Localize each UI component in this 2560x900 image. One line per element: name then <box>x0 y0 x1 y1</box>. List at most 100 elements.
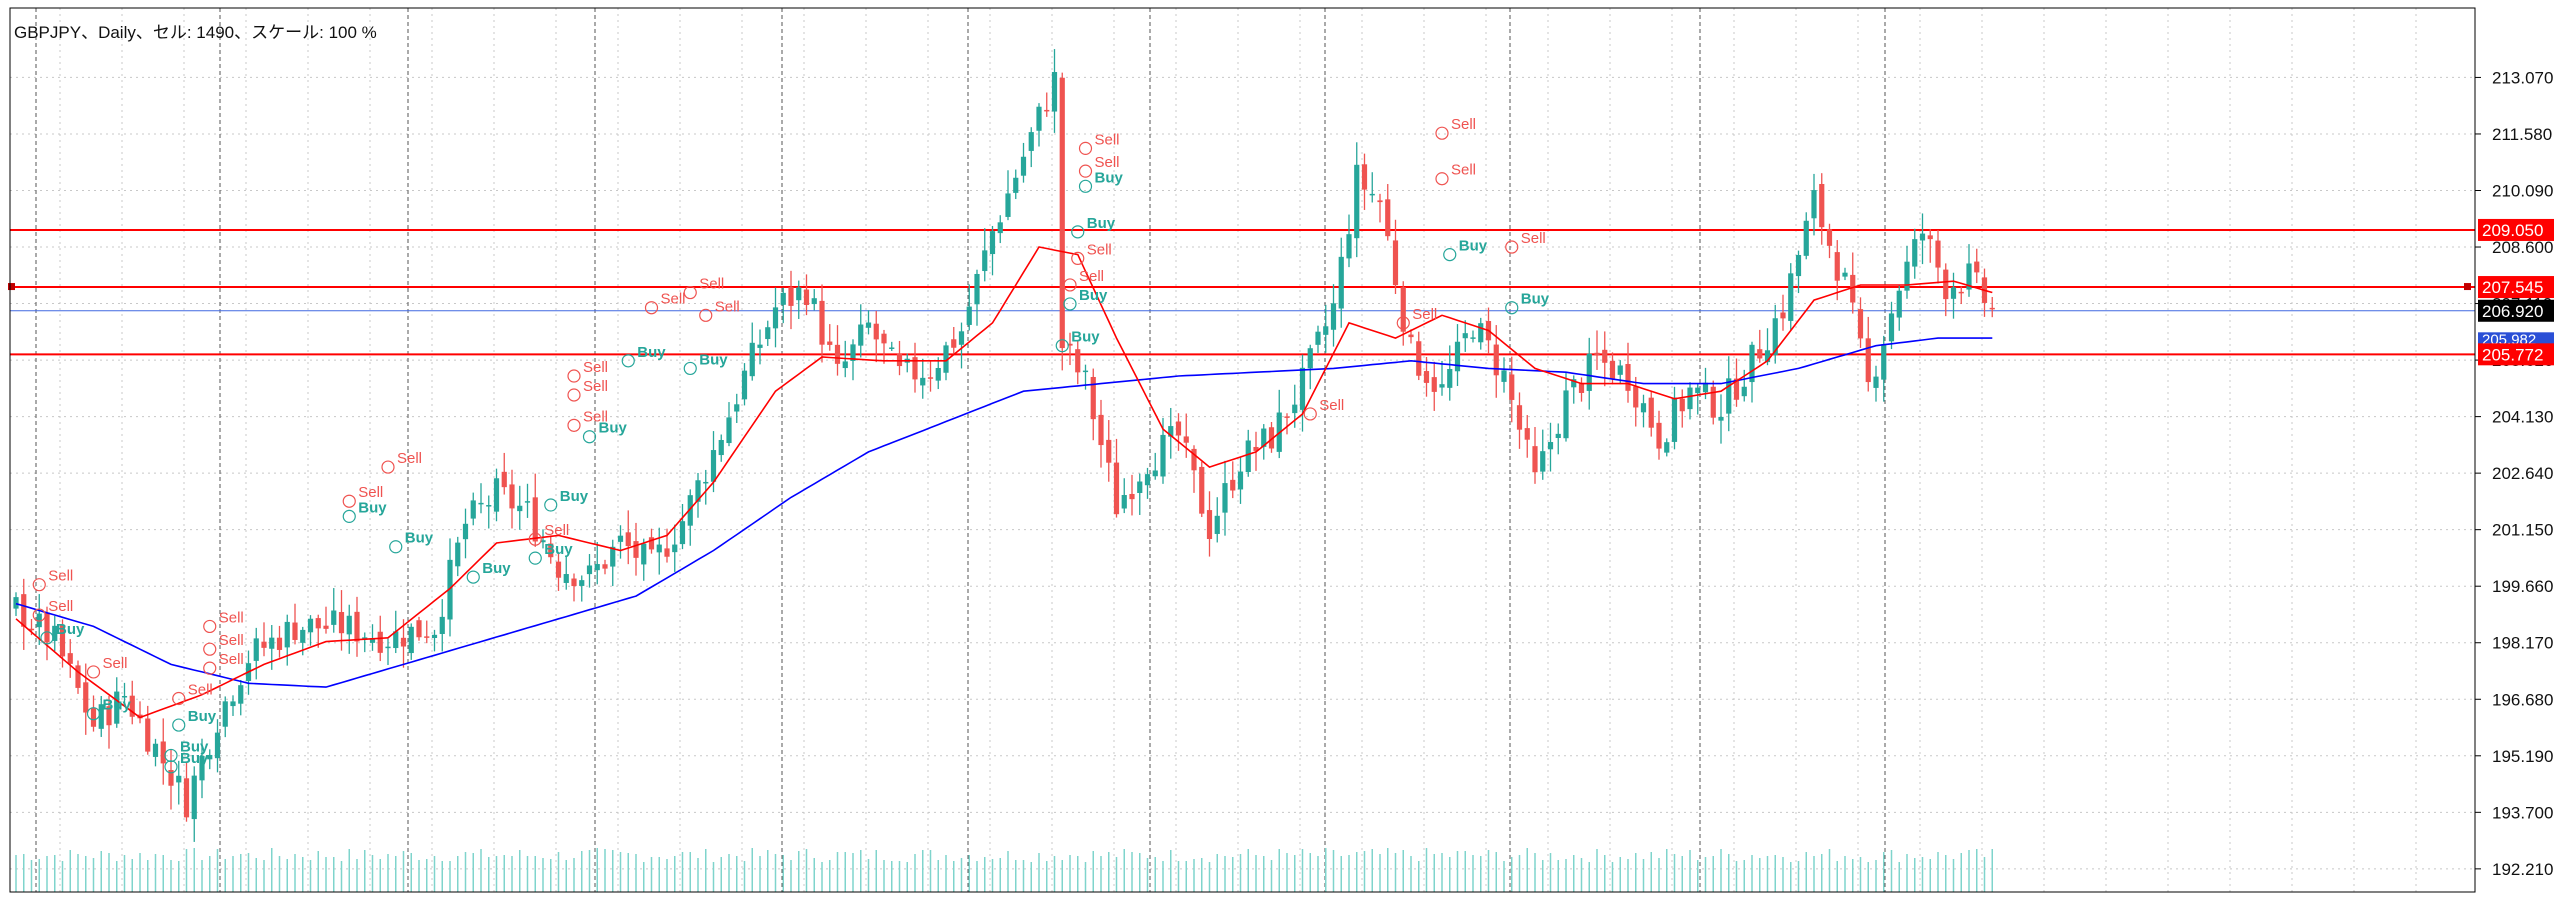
candle <box>1656 410 1662 460</box>
candle <box>1462 320 1468 352</box>
candle-body <box>431 634 438 638</box>
candle-body <box>1509 374 1515 400</box>
candle-body <box>594 564 600 571</box>
candle-body <box>858 324 864 346</box>
candle-body <box>974 273 980 305</box>
candle-body <box>486 505 492 507</box>
candle <box>586 554 593 588</box>
plot-frame <box>9 7 2476 893</box>
candle-body <box>757 344 763 348</box>
candle <box>602 559 608 575</box>
candle-body <box>1896 290 1902 318</box>
buy-signal-circle <box>172 718 186 732</box>
candle-body <box>1385 199 1391 237</box>
candle <box>1044 92 1050 117</box>
candle-body <box>881 333 887 344</box>
candle-body <box>1268 427 1275 449</box>
candle-body <box>1168 426 1174 437</box>
level-tag-text: 205.772 <box>2482 345 2543 364</box>
candle-body <box>1346 234 1352 259</box>
sell-signal-label: Sell <box>397 450 422 467</box>
candle <box>52 615 58 651</box>
candle-body <box>1795 254 1802 277</box>
candle <box>873 310 879 363</box>
candle-body <box>346 615 352 635</box>
sell-signal-label: Sell <box>1319 397 1344 414</box>
buy-signal-label: Buy <box>599 420 628 437</box>
candle <box>989 225 996 276</box>
candle <box>1439 360 1445 396</box>
sell-signal-circle <box>567 369 581 383</box>
candle-body <box>183 778 190 818</box>
candle <box>982 228 988 282</box>
candle <box>1323 304 1329 353</box>
candle <box>346 604 352 654</box>
candle-body <box>1695 387 1701 394</box>
candle-body <box>106 706 112 726</box>
candle-body <box>424 636 430 638</box>
candle-body <box>610 546 616 567</box>
candle <box>1214 497 1220 543</box>
candle <box>1664 438 1670 457</box>
candle <box>1943 263 1949 317</box>
candle-body <box>1423 371 1430 383</box>
candle-body <box>1121 495 1127 509</box>
candle <box>44 606 50 661</box>
candle-body <box>718 439 724 456</box>
candle-body <box>1144 474 1151 486</box>
buy-signal-label: Buy <box>1095 169 1124 186</box>
candle <box>114 677 120 728</box>
level-anchor <box>8 283 15 291</box>
candle <box>1850 252 1856 314</box>
candle-body <box>67 653 73 664</box>
candle <box>439 599 445 652</box>
candle <box>594 542 600 585</box>
sell-signal-circle <box>381 460 395 474</box>
candle-body <box>199 755 205 781</box>
candle <box>571 573 577 602</box>
candle <box>1749 341 1755 403</box>
candle-body <box>462 523 469 540</box>
candle-body <box>1299 367 1306 410</box>
candle <box>548 535 554 564</box>
candle <box>865 310 872 335</box>
candle-body <box>1958 291 1964 294</box>
candle <box>1261 424 1267 460</box>
candle <box>966 284 972 331</box>
sell-signal-circle <box>644 301 659 315</box>
candle <box>1764 328 1771 366</box>
candle-body <box>1051 72 1058 112</box>
candle-body <box>501 471 507 488</box>
candle <box>222 696 228 738</box>
candle <box>1671 386 1678 450</box>
candle <box>1912 228 1918 279</box>
candle-body <box>1780 312 1786 319</box>
candle <box>1578 377 1585 402</box>
candle <box>1640 394 1647 428</box>
candle-body <box>1710 386 1716 418</box>
sell-signal-circle <box>203 619 217 634</box>
candle <box>1989 296 1995 318</box>
candle <box>641 538 647 581</box>
candle <box>1168 407 1174 459</box>
candle <box>75 660 81 694</box>
candle <box>36 594 42 645</box>
candle <box>1354 142 1360 258</box>
candle <box>1896 285 1902 331</box>
candle-body <box>1199 466 1205 514</box>
candle-body <box>1648 397 1654 428</box>
candle-body <box>1912 239 1918 267</box>
candle <box>803 274 810 316</box>
candle-body <box>1788 273 1794 321</box>
candle-body <box>1640 403 1647 413</box>
candle <box>1873 365 1879 402</box>
candle <box>1888 301 1895 350</box>
candle <box>532 473 538 547</box>
buy-signal-circle <box>40 631 54 645</box>
candle-body <box>300 629 306 643</box>
candle <box>1206 491 1213 557</box>
candle-body <box>734 404 740 412</box>
candle-body <box>1400 287 1406 332</box>
